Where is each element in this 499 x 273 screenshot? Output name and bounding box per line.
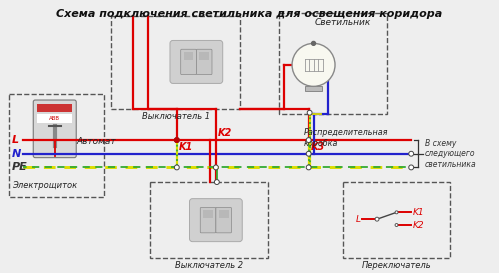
FancyBboxPatch shape	[200, 207, 216, 233]
Circle shape	[409, 151, 414, 156]
Circle shape	[306, 151, 311, 156]
Text: L: L	[355, 215, 360, 224]
Text: Распределительная
коробка: Распределительная коробка	[304, 128, 388, 148]
Text: Автомат: Автомат	[76, 136, 116, 146]
Text: Электрощиток: Электрощиток	[12, 181, 77, 190]
Circle shape	[215, 180, 219, 185]
Circle shape	[292, 43, 335, 86]
Text: В схему
следующего
светильника: В схему следующего светильника	[425, 139, 477, 169]
FancyBboxPatch shape	[37, 104, 72, 112]
Circle shape	[174, 138, 179, 143]
Circle shape	[395, 211, 398, 214]
FancyBboxPatch shape	[196, 49, 212, 75]
Text: Переключатель: Переключатель	[362, 261, 431, 270]
FancyBboxPatch shape	[219, 210, 229, 218]
Text: K1: K1	[413, 208, 425, 217]
Text: Светильник: Светильник	[315, 18, 371, 27]
Text: Схема подключения светильника для освещения коридора: Схема подключения светильника для освеще…	[56, 9, 442, 19]
Circle shape	[395, 224, 398, 227]
FancyBboxPatch shape	[203, 210, 213, 218]
Circle shape	[375, 217, 379, 221]
Text: K1: K1	[179, 142, 193, 152]
Circle shape	[174, 138, 179, 143]
Text: ABB: ABB	[49, 116, 60, 121]
FancyBboxPatch shape	[33, 100, 76, 158]
FancyBboxPatch shape	[184, 52, 194, 60]
Text: K2: K2	[218, 128, 232, 138]
Circle shape	[174, 165, 179, 170]
Circle shape	[307, 110, 312, 115]
FancyBboxPatch shape	[181, 49, 196, 75]
Text: K2: K2	[413, 221, 425, 230]
Circle shape	[214, 165, 219, 170]
FancyBboxPatch shape	[216, 207, 232, 233]
Circle shape	[306, 138, 311, 143]
FancyBboxPatch shape	[37, 114, 72, 123]
Text: PE: PE	[12, 162, 27, 173]
Text: Выключатель 2: Выключатель 2	[175, 261, 243, 270]
Text: N: N	[12, 149, 21, 159]
Circle shape	[311, 41, 315, 45]
FancyBboxPatch shape	[199, 52, 209, 60]
Circle shape	[306, 165, 311, 170]
FancyBboxPatch shape	[190, 199, 242, 242]
Text: K3: K3	[310, 142, 325, 152]
Circle shape	[409, 165, 414, 170]
FancyBboxPatch shape	[305, 86, 322, 91]
FancyBboxPatch shape	[170, 40, 223, 84]
Text: L: L	[12, 135, 19, 145]
Text: Выключатель 1: Выключатель 1	[142, 112, 210, 121]
